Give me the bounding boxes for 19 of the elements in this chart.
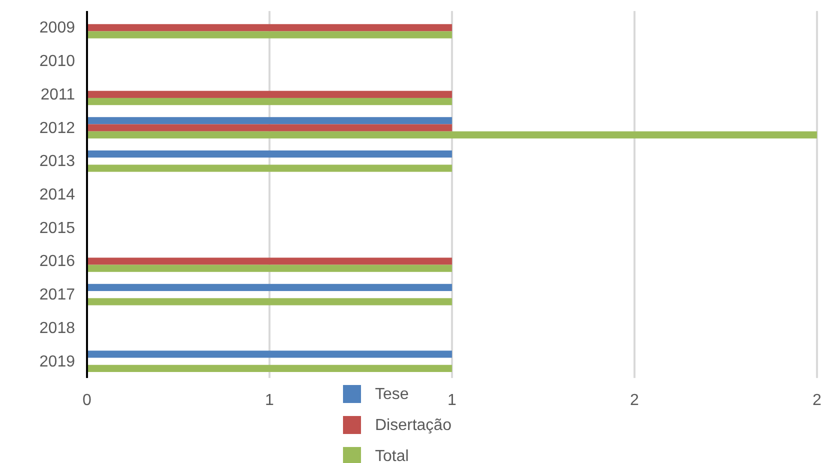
y-tick-label: 2015 [39, 220, 76, 237]
legend-label: Disertação [375, 417, 452, 434]
x-tick-label: 2 [630, 392, 640, 409]
y-tick-label: 2014 [39, 186, 76, 204]
y-tick-label: 2019 [39, 353, 76, 370]
legend-label: Tese [375, 386, 409, 403]
y-tick-label: 2013 [39, 153, 76, 170]
y-tick-label: 2017 [39, 286, 76, 304]
x-tick-label: 1 [265, 392, 274, 409]
y-tick-label: 2018 [39, 320, 76, 337]
x-tick-label: 0 [82, 392, 92, 409]
legend-label: Total [375, 448, 409, 463]
x-tick-label: 1 [448, 392, 457, 409]
y-tick-label: 2009 [39, 20, 76, 37]
y-tick-label: 2012 [39, 120, 76, 137]
y-tick-label: 2010 [39, 53, 76, 70]
y-tick-label: 2011 [40, 86, 76, 104]
x-tick-label: 2 [812, 392, 821, 409]
y-tick-label: 2016 [39, 253, 76, 270]
